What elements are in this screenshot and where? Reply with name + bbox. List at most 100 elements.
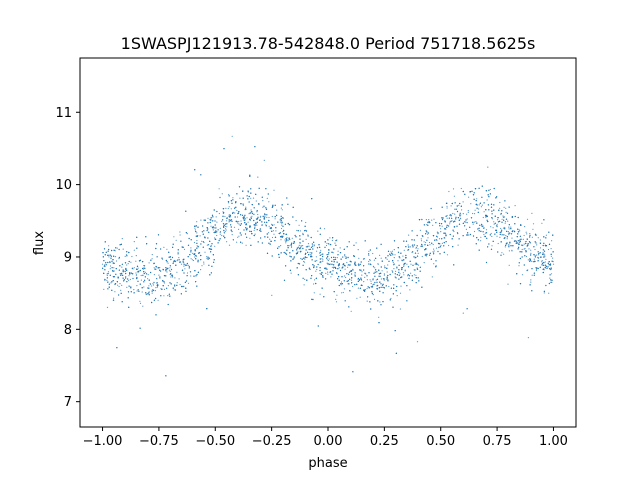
data-point bbox=[427, 233, 429, 235]
data-point bbox=[466, 308, 468, 310]
data-point bbox=[299, 235, 301, 237]
data-point bbox=[160, 295, 162, 297]
data-point bbox=[129, 278, 131, 281]
data-point bbox=[185, 232, 187, 234]
data-point bbox=[535, 242, 537, 244]
data-point bbox=[273, 189, 275, 191]
data-point bbox=[238, 220, 240, 223]
data-point bbox=[264, 215, 266, 217]
data-point bbox=[501, 210, 503, 212]
data-point bbox=[243, 218, 245, 220]
data-point bbox=[302, 245, 304, 247]
data-point bbox=[197, 261, 199, 263]
data-point bbox=[518, 243, 520, 245]
data-point bbox=[109, 254, 111, 256]
data-point bbox=[192, 259, 195, 262]
data-point bbox=[390, 254, 392, 256]
data-point bbox=[368, 287, 370, 289]
data-point bbox=[477, 211, 479, 213]
data-point bbox=[176, 282, 178, 284]
data-point bbox=[381, 284, 384, 286]
data-point bbox=[153, 281, 155, 284]
data-point bbox=[218, 188, 220, 190]
data-point bbox=[195, 225, 197, 227]
data-point bbox=[462, 235, 464, 237]
data-point bbox=[165, 270, 167, 272]
data-point bbox=[516, 273, 518, 275]
data-point bbox=[504, 246, 506, 248]
data-point bbox=[114, 250, 116, 252]
data-point bbox=[391, 270, 393, 272]
data-point bbox=[398, 269, 400, 271]
data-point bbox=[142, 267, 144, 270]
data-point bbox=[478, 204, 480, 206]
data-point bbox=[521, 256, 523, 258]
data-point bbox=[242, 197, 244, 199]
data-point bbox=[439, 225, 441, 227]
data-point bbox=[236, 241, 238, 243]
data-point bbox=[429, 254, 431, 256]
data-point bbox=[266, 221, 268, 223]
data-point bbox=[127, 263, 129, 265]
data-point bbox=[328, 249, 330, 251]
data-point bbox=[302, 232, 304, 234]
data-point bbox=[106, 279, 108, 281]
data-point bbox=[203, 261, 205, 263]
data-point bbox=[393, 240, 396, 242]
data-point bbox=[108, 283, 110, 285]
data-point bbox=[284, 240, 287, 242]
data-point bbox=[446, 224, 448, 226]
data-point bbox=[389, 299, 391, 301]
data-point bbox=[525, 251, 527, 253]
data-point bbox=[492, 227, 494, 229]
data-point bbox=[303, 261, 306, 263]
data-point bbox=[533, 261, 535, 263]
data-point bbox=[222, 208, 225, 210]
data-point bbox=[244, 209, 246, 211]
data-point bbox=[135, 255, 137, 257]
data-point bbox=[312, 245, 314, 247]
data-point bbox=[167, 295, 169, 297]
data-point bbox=[363, 290, 365, 292]
data-point bbox=[178, 257, 180, 259]
data-point bbox=[415, 256, 417, 259]
data-point bbox=[452, 188, 455, 190]
data-point bbox=[413, 244, 415, 246]
data-point bbox=[336, 272, 338, 274]
data-point bbox=[106, 306, 109, 308]
data-point bbox=[264, 236, 266, 238]
data-point bbox=[240, 234, 242, 236]
data-point bbox=[228, 219, 230, 221]
data-point bbox=[321, 272, 323, 274]
data-point bbox=[320, 254, 322, 256]
data-point bbox=[497, 242, 499, 245]
data-point bbox=[348, 283, 350, 285]
data-point bbox=[407, 266, 410, 268]
data-point bbox=[297, 230, 299, 232]
data-point bbox=[523, 234, 525, 237]
data-point bbox=[457, 217, 459, 219]
data-point bbox=[426, 224, 428, 226]
data-point bbox=[249, 237, 251, 239]
data-point bbox=[379, 301, 381, 303]
data-point bbox=[343, 280, 345, 282]
data-point bbox=[502, 227, 505, 229]
data-point bbox=[453, 195, 455, 197]
data-point bbox=[230, 219, 233, 221]
data-point bbox=[544, 267, 546, 269]
data-point bbox=[496, 235, 498, 237]
data-point bbox=[328, 253, 330, 255]
data-point bbox=[370, 308, 372, 310]
data-point bbox=[331, 266, 333, 268]
data-point bbox=[201, 231, 203, 233]
data-point bbox=[544, 254, 546, 256]
data-point bbox=[368, 250, 370, 252]
data-point bbox=[540, 256, 543, 258]
data-point bbox=[424, 254, 426, 256]
data-point bbox=[411, 230, 413, 232]
data-point bbox=[326, 254, 328, 256]
data-point bbox=[387, 279, 389, 281]
data-point bbox=[545, 258, 547, 260]
data-point bbox=[483, 235, 486, 237]
data-point bbox=[372, 279, 374, 281]
